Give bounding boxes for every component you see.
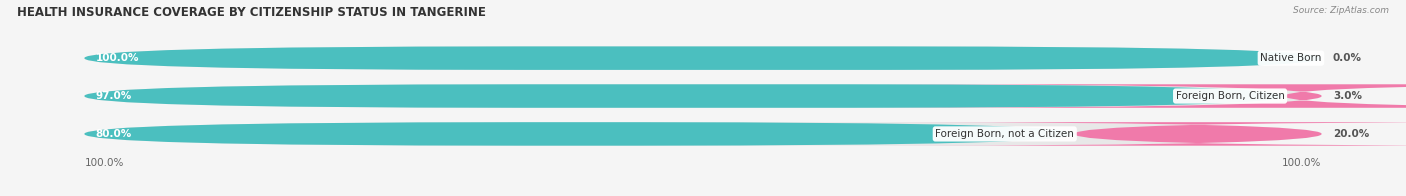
- FancyBboxPatch shape: [84, 122, 1074, 146]
- FancyBboxPatch shape: [84, 46, 1322, 70]
- Text: 0.0%: 0.0%: [1333, 53, 1362, 63]
- FancyBboxPatch shape: [84, 46, 1322, 70]
- Text: 100.0%: 100.0%: [96, 53, 139, 63]
- Text: Native Born: Native Born: [1260, 53, 1322, 63]
- Text: HEALTH INSURANCE COVERAGE BY CITIZENSHIP STATUS IN TANGERINE: HEALTH INSURANCE COVERAGE BY CITIZENSHIP…: [17, 6, 485, 19]
- Text: 100.0%: 100.0%: [84, 159, 124, 169]
- Text: Foreign Born, Citizen: Foreign Born, Citizen: [1175, 91, 1285, 101]
- Text: Source: ZipAtlas.com: Source: ZipAtlas.com: [1294, 6, 1389, 15]
- Text: 97.0%: 97.0%: [96, 91, 132, 101]
- FancyBboxPatch shape: [886, 84, 1406, 108]
- Text: Foreign Born, not a Citizen: Foreign Born, not a Citizen: [935, 129, 1074, 139]
- FancyBboxPatch shape: [84, 84, 1322, 108]
- Text: 20.0%: 20.0%: [1333, 129, 1369, 139]
- Text: 80.0%: 80.0%: [96, 129, 132, 139]
- FancyBboxPatch shape: [886, 122, 1406, 146]
- FancyBboxPatch shape: [84, 84, 1285, 108]
- FancyBboxPatch shape: [84, 122, 1322, 146]
- Text: 3.0%: 3.0%: [1333, 91, 1362, 101]
- Text: 100.0%: 100.0%: [1282, 159, 1322, 169]
